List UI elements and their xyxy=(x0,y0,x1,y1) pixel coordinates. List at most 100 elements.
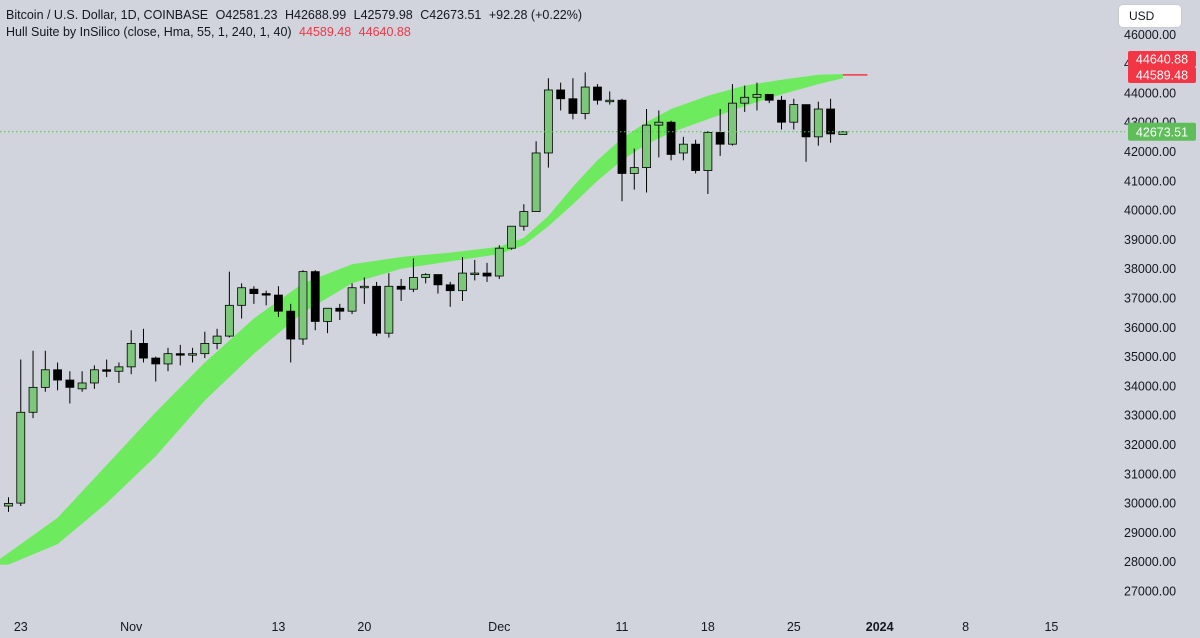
candle xyxy=(286,303,296,363)
candle xyxy=(77,371,87,392)
candle-body-down xyxy=(335,307,345,312)
candle-body-down xyxy=(482,272,492,277)
hull-value-badge xyxy=(1128,51,1196,67)
candles-layer xyxy=(4,72,848,512)
last-price-label: 42673.51 xyxy=(1136,125,1188,139)
candle xyxy=(139,328,148,363)
candle xyxy=(188,347,197,363)
candle-body-up xyxy=(494,247,504,277)
candle xyxy=(507,225,516,250)
candle-body-up xyxy=(237,287,247,306)
legend-close: C42673.51 xyxy=(420,8,482,22)
candle-body-down xyxy=(593,86,602,101)
candle-body-down xyxy=(53,369,62,381)
candle xyxy=(175,344,185,366)
candle xyxy=(764,93,774,104)
candle xyxy=(593,84,602,105)
candle-body-up xyxy=(28,386,38,413)
candle xyxy=(666,120,676,161)
candle-body-up xyxy=(531,152,541,212)
candle-body-down xyxy=(556,89,566,100)
y-tick-label: 41000.00 xyxy=(1124,174,1176,188)
candle xyxy=(740,85,750,112)
candle xyxy=(359,277,369,304)
candle xyxy=(28,350,38,419)
candle-body-down xyxy=(826,108,835,135)
candle-body-up xyxy=(543,89,553,154)
x-tick-label: Nov xyxy=(120,620,143,634)
candle-body-down xyxy=(568,98,578,114)
candle-body-up xyxy=(519,211,529,227)
candle xyxy=(372,281,382,337)
y-tick-label: 39000.00 xyxy=(1124,233,1176,247)
y-tick-label: 33000.00 xyxy=(1124,409,1176,423)
candle-body-up xyxy=(212,335,222,344)
x-tick-label: 13 xyxy=(271,620,285,634)
candle xyxy=(114,362,124,383)
candle xyxy=(212,328,222,350)
candle xyxy=(433,274,443,294)
legend-change: +92.28 (+0.22%) xyxy=(488,8,582,22)
x-tick-label: 25 xyxy=(787,620,801,634)
y-tick-label: 29000.00 xyxy=(1124,526,1176,540)
candle-body-up xyxy=(126,343,136,368)
candle xyxy=(642,109,651,193)
candle-body-down xyxy=(801,104,811,138)
candle-body-down xyxy=(249,288,259,295)
candle xyxy=(838,131,848,135)
legend-indicator[interactable]: Hull Suite by InSilico (close, Hma, 55, … xyxy=(6,25,415,39)
legend-symbol: Bitcoin / U.S. Dollar, 1D, COINBASE xyxy=(6,8,209,22)
candle xyxy=(617,98,627,202)
candle-body-up xyxy=(752,93,762,98)
candle-body-down xyxy=(777,99,786,123)
candle xyxy=(409,258,418,293)
legend-ohlc: Bitcoin / U.S. Dollar, 1D, COINBASE O425… xyxy=(6,8,586,22)
candle xyxy=(298,270,308,345)
candle-body-up xyxy=(359,285,369,289)
candle xyxy=(261,290,271,306)
candle xyxy=(151,356,161,382)
x-tick-label: 20 xyxy=(357,620,371,634)
candle xyxy=(163,347,173,372)
candle xyxy=(605,91,615,105)
hull-band-layer xyxy=(0,74,868,565)
hull-band xyxy=(8,74,843,565)
candle-body-up xyxy=(163,353,173,365)
candle-body-down xyxy=(617,99,627,174)
candle xyxy=(519,204,529,231)
candle-body-down xyxy=(666,121,676,155)
candle xyxy=(89,365,99,389)
candle-body-down xyxy=(691,143,701,171)
currency-button[interactable]: USD xyxy=(1118,4,1182,28)
y-tick-label: 37000.00 xyxy=(1124,292,1176,306)
candle xyxy=(421,273,431,284)
candle xyxy=(53,362,62,391)
candle xyxy=(728,84,737,146)
hull-value-label: 44640.88 xyxy=(1136,53,1188,67)
candle-body-down xyxy=(175,353,185,356)
candle-body-up xyxy=(40,369,50,388)
candle-body-up xyxy=(642,124,651,169)
y-tick-label: 44000.00 xyxy=(1124,86,1176,100)
y-tick-label: 35000.00 xyxy=(1124,350,1176,364)
candle xyxy=(445,281,455,307)
candle xyxy=(691,139,701,174)
candle-body-down xyxy=(310,271,320,322)
candle xyxy=(102,359,112,378)
candle-body-up xyxy=(188,353,197,356)
candle-body-up xyxy=(298,271,308,340)
candle-body-up xyxy=(77,382,87,390)
x-tick-label: 8 xyxy=(962,620,969,634)
candle-body-up xyxy=(114,366,124,372)
candle-body-up xyxy=(16,411,26,504)
candle xyxy=(752,82,762,111)
y-tick-label: 34000.00 xyxy=(1124,379,1176,393)
candle xyxy=(482,262,492,282)
candle-body-up xyxy=(384,285,394,334)
hull-value-label: 44589.48 xyxy=(1136,69,1188,83)
hull-value-badge xyxy=(1128,67,1196,83)
candle-body-up xyxy=(740,96,750,104)
candle-body-up xyxy=(703,132,713,171)
candle-body-up xyxy=(813,108,823,138)
